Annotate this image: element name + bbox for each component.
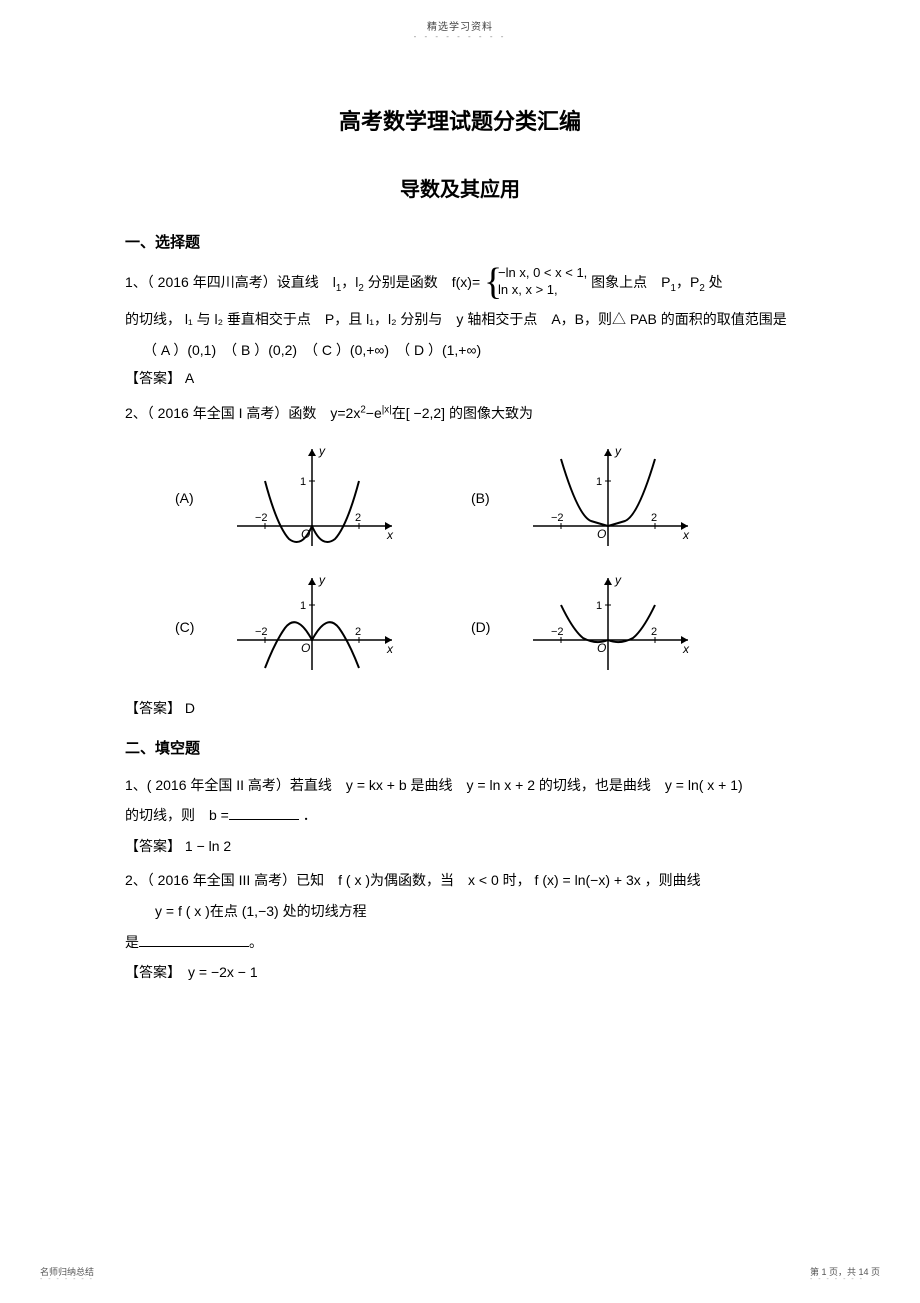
section-fill-head: 二、填空题	[125, 735, 795, 764]
svg-text:y: y	[614, 573, 622, 587]
mcq1-answer: 【答案】 A	[125, 365, 795, 392]
footer-left: 名师归纳总结 - - - - - - -	[40, 1265, 94, 1283]
svg-text:2: 2	[355, 626, 361, 638]
svg-text:y: y	[318, 444, 326, 458]
svg-text:−2: −2	[255, 626, 268, 638]
fill1-answer: 【答案】 1 − ln 2	[125, 833, 795, 860]
svg-text:y: y	[318, 573, 326, 587]
chart-label-d: (D)	[471, 614, 501, 641]
fill2-line3-b: 。	[249, 934, 263, 950]
chart-options: (A) y x O −2 2 1 (B)	[175, 441, 795, 685]
sub-title: 导数及其应用	[125, 171, 795, 209]
svg-text:1: 1	[300, 476, 306, 488]
svg-text:−2: −2	[551, 512, 564, 524]
mcq-2: 2、（ 2016 年全国 I 高考）函数 y=2x2−e|x|在[ −2,2] …	[125, 400, 795, 427]
doc-header-dots: - - - - - - - - -	[0, 32, 920, 41]
svg-text:2: 2	[651, 512, 657, 524]
page-content: 高考数学理试题分类汇编 导数及其应用 一、选择题 1、（ 2016 年四川高考）…	[0, 41, 920, 986]
fill-1-line1: 1、( 2016 年全国 II 高考）若直线 y = kx + b 是曲线 y …	[125, 772, 795, 799]
mcq2-text-a: 2、（ 2016 年全国 I 高考）函数 y=2x	[125, 405, 360, 421]
fill-1-line2: 的切线，则 b = ．	[125, 802, 795, 829]
main-title: 高考数学理试题分类汇编	[125, 101, 795, 143]
svg-text:x: x	[682, 642, 690, 656]
mcq1-text-d: 图象上点 P	[591, 274, 670, 290]
chart-b: y x O −2 2 1	[523, 441, 693, 556]
mcq1-text-e: ，P	[676, 274, 699, 290]
svg-text:1: 1	[596, 476, 602, 488]
footer-left-dots: - - - - - - -	[40, 1276, 94, 1283]
svg-text:y: y	[614, 444, 622, 458]
chart-label-c: (C)	[175, 614, 205, 641]
mcq2-answer: 【答案】 D	[125, 695, 795, 722]
fill-2-line2: y = f ( x )在点 (1,−3) 处的切线方程	[155, 898, 795, 925]
mcq1-text-f: 处	[705, 274, 723, 290]
mcq1-line2: 的切线， l₁ 与 l₂ 垂直相交于点 P，且 l₁，l₂ 分别与 y 轴相交于…	[125, 306, 795, 333]
piece-bot: ln x, x > 1,	[498, 282, 558, 297]
mcq2-text-c: 在[ −2,2] 的图像大致为	[392, 405, 533, 421]
svg-text:2: 2	[651, 626, 657, 638]
svg-text:O: O	[597, 641, 606, 655]
mcq2-text-b: −e	[366, 405, 382, 421]
svg-text:x: x	[386, 528, 394, 542]
piece-top: −ln x, 0 < x < 1,	[498, 265, 587, 280]
page-footer: 名师归纳总结 - - - - - - - 第 1 页，共 14 页 - - - …	[0, 1265, 920, 1283]
svg-text:x: x	[386, 642, 394, 656]
mcq1-text-b: ，l	[341, 274, 358, 290]
piecewise-func: { −ln x, 0 < x < 1, ln x, x > 1,	[484, 265, 587, 302]
chart-label-b: (B)	[471, 485, 501, 512]
blank-2	[139, 933, 249, 947]
mcq1-text-c: 分别是函数 f(x)=	[364, 274, 484, 290]
doc-header: 精选学习资料	[0, 0, 920, 33]
fill-2-line3: 是。	[125, 929, 795, 956]
svg-text:2: 2	[355, 512, 361, 524]
chart-label-a: (A)	[175, 485, 205, 512]
mcq-1: 1、（ 2016 年四川高考）设直线 l1，l2 分别是函数 f(x)= { −…	[125, 265, 795, 302]
fill1-line2-b: ．	[299, 807, 317, 823]
chart-c: y x O −2 2 1	[227, 570, 397, 685]
svg-text:x: x	[682, 528, 690, 542]
section-mcq-head: 一、选择题	[125, 229, 795, 258]
blank-1	[229, 806, 299, 820]
svg-text:O: O	[301, 641, 310, 655]
mcq1-text-a: 1、（ 2016 年四川高考）设直线 l	[125, 274, 336, 290]
chart-d: y x O −2 2 1	[523, 570, 693, 685]
chart-a: y x O −2 2 1	[227, 441, 397, 556]
svg-text:1: 1	[300, 600, 306, 612]
brace-icon: {	[484, 263, 502, 301]
fill2-answer: 【答案】 y = −2x − 1	[125, 959, 795, 986]
fill1-line2-a: 的切线，则 b =	[125, 807, 229, 823]
svg-text:−2: −2	[255, 512, 268, 524]
mcq1-options: （ A ）(0,1) （ B ）(0,2) （ C ）(0,+∞) （ D ）(…	[143, 337, 795, 364]
svg-text:O: O	[597, 527, 606, 541]
footer-right: 第 1 页，共 14 页 - - - - - - -	[810, 1265, 880, 1283]
fill-2-line1: 2、（ 2016 年全国 III 高考）已知 f ( x )为偶函数，当 x <…	[125, 867, 795, 894]
fill2-line3-a: 是	[125, 934, 139, 950]
svg-text:−2: −2	[551, 626, 564, 638]
svg-text:1: 1	[596, 600, 602, 612]
